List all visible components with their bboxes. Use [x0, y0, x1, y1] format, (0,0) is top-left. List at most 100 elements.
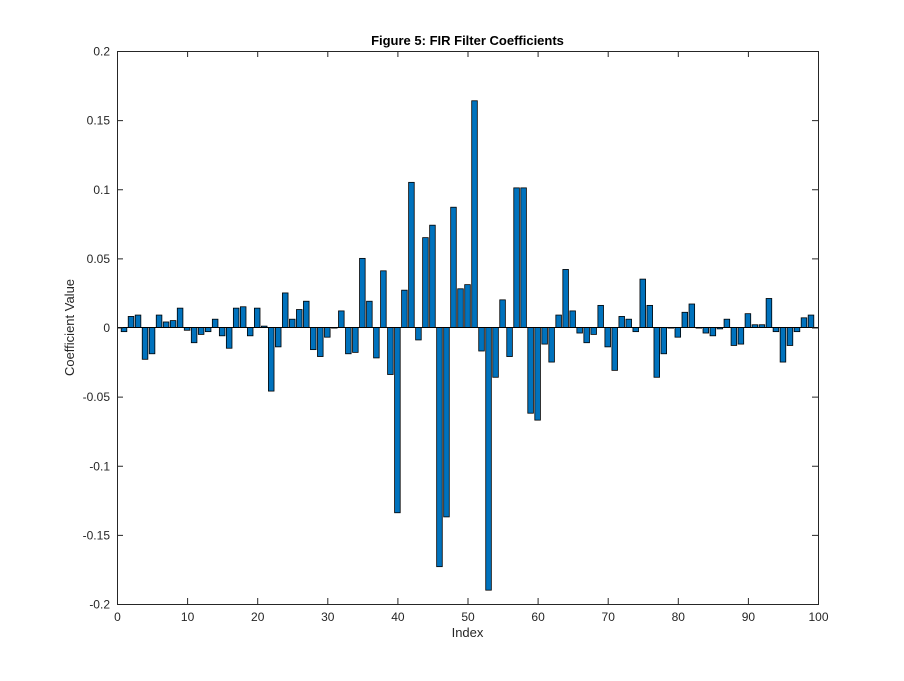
x-axis-label: Index: [452, 625, 484, 640]
y-tick-label: 0.2: [93, 45, 110, 59]
bar-22: [268, 327, 275, 392]
bar-94: [772, 327, 780, 333]
bar-26: [296, 309, 303, 328]
bar-99: [807, 314, 815, 328]
bar-50: [464, 284, 471, 328]
bar-28: [310, 327, 317, 351]
bar-8: [169, 320, 177, 328]
bar-39: [387, 327, 394, 375]
bar-42: [408, 181, 415, 328]
x-tick-label: 40: [391, 610, 405, 624]
bar-3: [134, 314, 142, 328]
y-tick-label: 0: [103, 321, 110, 335]
bar-98: [800, 317, 808, 328]
bar-93: [765, 298, 773, 328]
bar-72: [618, 316, 625, 328]
bar-77: [653, 327, 660, 378]
bar-70: [604, 327, 611, 348]
bar-60: [534, 327, 541, 421]
y-tick-label: 0.05: [87, 252, 111, 266]
bar-55: [499, 299, 506, 328]
y-tick-label: -0.1: [89, 459, 110, 473]
y-tick-label: -0.2: [89, 598, 110, 612]
bar-11: [190, 327, 198, 344]
bar-53: [485, 327, 492, 591]
bar-4: [141, 327, 149, 360]
bar-82: [688, 303, 696, 328]
bar-6: [155, 314, 163, 328]
bar-96: [786, 327, 794, 346]
x-tick-label: 90: [742, 610, 756, 624]
bar-34: [352, 327, 359, 353]
y-tick-label: 0.1: [93, 183, 110, 197]
bar-69: [597, 304, 604, 328]
bar-14: [211, 318, 219, 328]
bar-64: [562, 269, 569, 328]
bar-68: [590, 327, 597, 335]
bar-44: [422, 237, 429, 328]
bar-76: [646, 304, 653, 328]
bar-16: [225, 327, 233, 349]
x-tick-label: 100: [808, 610, 828, 624]
bar-95: [779, 327, 787, 363]
bar-97: [793, 327, 801, 333]
bar-81: [681, 311, 689, 328]
bar-88: [730, 327, 738, 346]
bar-78: [660, 327, 667, 355]
bar-61: [541, 327, 548, 345]
bar-43: [415, 327, 422, 341]
y-tick-label: 0.15: [87, 114, 111, 128]
bar-9: [176, 307, 184, 328]
x-tick-label: 30: [321, 610, 335, 624]
bar-57: [513, 187, 520, 328]
bar-65: [569, 310, 576, 328]
bar-35: [359, 257, 366, 328]
bar-15: [218, 327, 226, 337]
bar-24: [282, 292, 289, 328]
bar-59: [527, 327, 534, 414]
bar-36: [366, 300, 373, 328]
bar-62: [548, 327, 555, 363]
bar-2: [127, 316, 135, 328]
y-axis-ticks: -0.2 -0.15 -0.1 -0.05 0 0.05 0.1 0.15 0.2: [83, 45, 818, 612]
bar-54: [492, 327, 499, 378]
bar-73: [625, 318, 632, 328]
bar-32: [338, 310, 345, 328]
bar-48: [450, 206, 457, 328]
bar-7: [162, 321, 170, 328]
bar-20: [253, 307, 261, 328]
chart-title: Figure 5: FIR Filter Coefficients: [371, 33, 564, 48]
bar-12: [197, 327, 205, 335]
x-tick-label: 60: [531, 610, 545, 624]
bar-27: [303, 300, 310, 328]
bar-52: [478, 327, 485, 352]
x-tick-label: 80: [672, 610, 686, 624]
bar-38: [380, 270, 387, 328]
y-axis-label: Coefficient Value: [62, 279, 77, 376]
x-axis-ticks: 0 10 20 30 40 50 60 70 80 90 100: [114, 51, 829, 624]
bar-23: [275, 327, 282, 348]
bar-67: [583, 327, 590, 344]
bar-51: [471, 100, 478, 328]
bar-84: [702, 327, 710, 334]
bar-75: [639, 278, 646, 328]
bar-33: [345, 327, 352, 355]
y-tick-label: -0.05: [83, 390, 111, 404]
bar-18: [239, 306, 247, 328]
bar-80: [674, 327, 682, 338]
bar-29: [317, 327, 324, 357]
bar-45: [429, 224, 436, 328]
bar-85: [709, 327, 717, 337]
bar-66: [576, 327, 583, 334]
bar-19: [246, 327, 254, 337]
bar-90: [744, 313, 752, 328]
bar-13: [204, 327, 212, 333]
bar-56: [506, 327, 513, 357]
bar-47: [443, 327, 450, 518]
bar-41: [401, 289, 408, 328]
bar-40: [394, 327, 401, 514]
y-tick-label: -0.15: [83, 528, 111, 542]
x-tick-label: 20: [251, 610, 265, 624]
